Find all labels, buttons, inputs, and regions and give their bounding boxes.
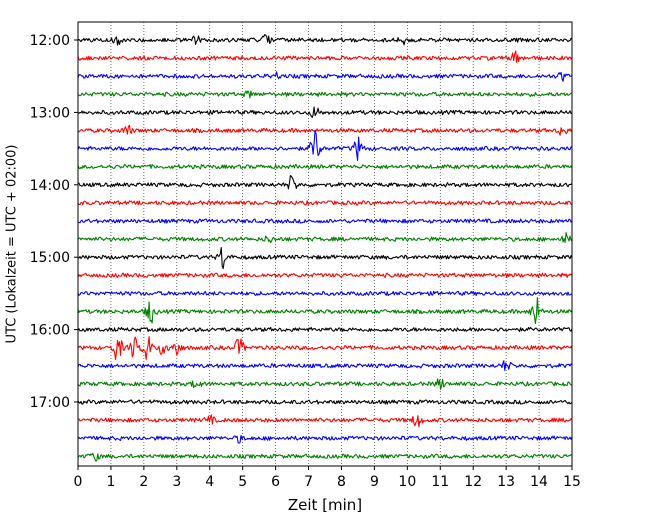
- trace-line: [77, 232, 573, 244]
- x-tick-label: 4: [205, 474, 214, 490]
- x-tick-label: 12: [464, 474, 482, 490]
- trace-line: [77, 124, 573, 136]
- trace-line: [77, 434, 573, 444]
- trace-line: [77, 129, 573, 161]
- grid-lines: [110, 22, 540, 466]
- x-tick-label: 14: [530, 474, 548, 490]
- y-axis-label: UTC (Lokalzeit = UTC + 02:00): [5, 145, 20, 344]
- trace-line: [77, 106, 573, 119]
- y-tick-label: 12:00: [30, 33, 70, 49]
- trace-line: [77, 290, 573, 297]
- x-tick-label: 8: [337, 474, 346, 490]
- trace-line: [77, 326, 573, 333]
- x-tick-label: 0: [74, 474, 83, 490]
- trace-line: [77, 399, 573, 405]
- trace-line: [77, 50, 573, 63]
- trace-line: [77, 272, 573, 278]
- x-tick-label: 3: [172, 474, 181, 490]
- y-tick-label: 15:00: [30, 250, 70, 266]
- y-tick-label: 17:00: [30, 395, 70, 411]
- trace-line: [77, 34, 573, 46]
- x-tick-label: 5: [238, 474, 247, 490]
- x-tick-label: 13: [497, 474, 515, 490]
- x-tick-label: 1: [106, 474, 115, 490]
- seismic-traces: [77, 34, 573, 462]
- trace-line: [77, 90, 572, 99]
- trace-line: [77, 414, 573, 428]
- x-axis-ticks: 0 1 2 3 4 5 6 7 8 9 10 11 12 13 14 15: [74, 466, 581, 490]
- trace-line: [77, 71, 573, 82]
- y-tick-label: 14:00: [30, 178, 70, 194]
- trace-line: [77, 452, 573, 462]
- y-tick-label: 16:00: [30, 323, 70, 339]
- trace-line: [77, 336, 573, 360]
- y-axis-ticks: 12:00 13:00 14:00 15:00 16:00 17:00: [30, 33, 78, 411]
- trace-line: [77, 246, 573, 270]
- y-tick-label: 13:00: [30, 105, 70, 121]
- x-tick-label: 6: [271, 474, 280, 490]
- trace-line: [77, 200, 573, 206]
- trace-line: [77, 218, 573, 224]
- x-tick-label: 2: [139, 474, 148, 490]
- trace-line: [77, 174, 573, 190]
- trace-line: [77, 360, 573, 371]
- plot-frame: [77, 21, 573, 467]
- x-tick-label: 9: [370, 474, 379, 490]
- x-tick-label: 11: [431, 474, 449, 490]
- trace-line: [77, 163, 573, 170]
- trace-line: [77, 297, 573, 325]
- x-tick-label: 7: [304, 474, 313, 490]
- x-axis-label: Zeit [min]: [288, 496, 362, 514]
- trace-line: [77, 378, 573, 391]
- x-tick-label: 15: [563, 474, 581, 490]
- x-tick-label: 10: [398, 474, 416, 490]
